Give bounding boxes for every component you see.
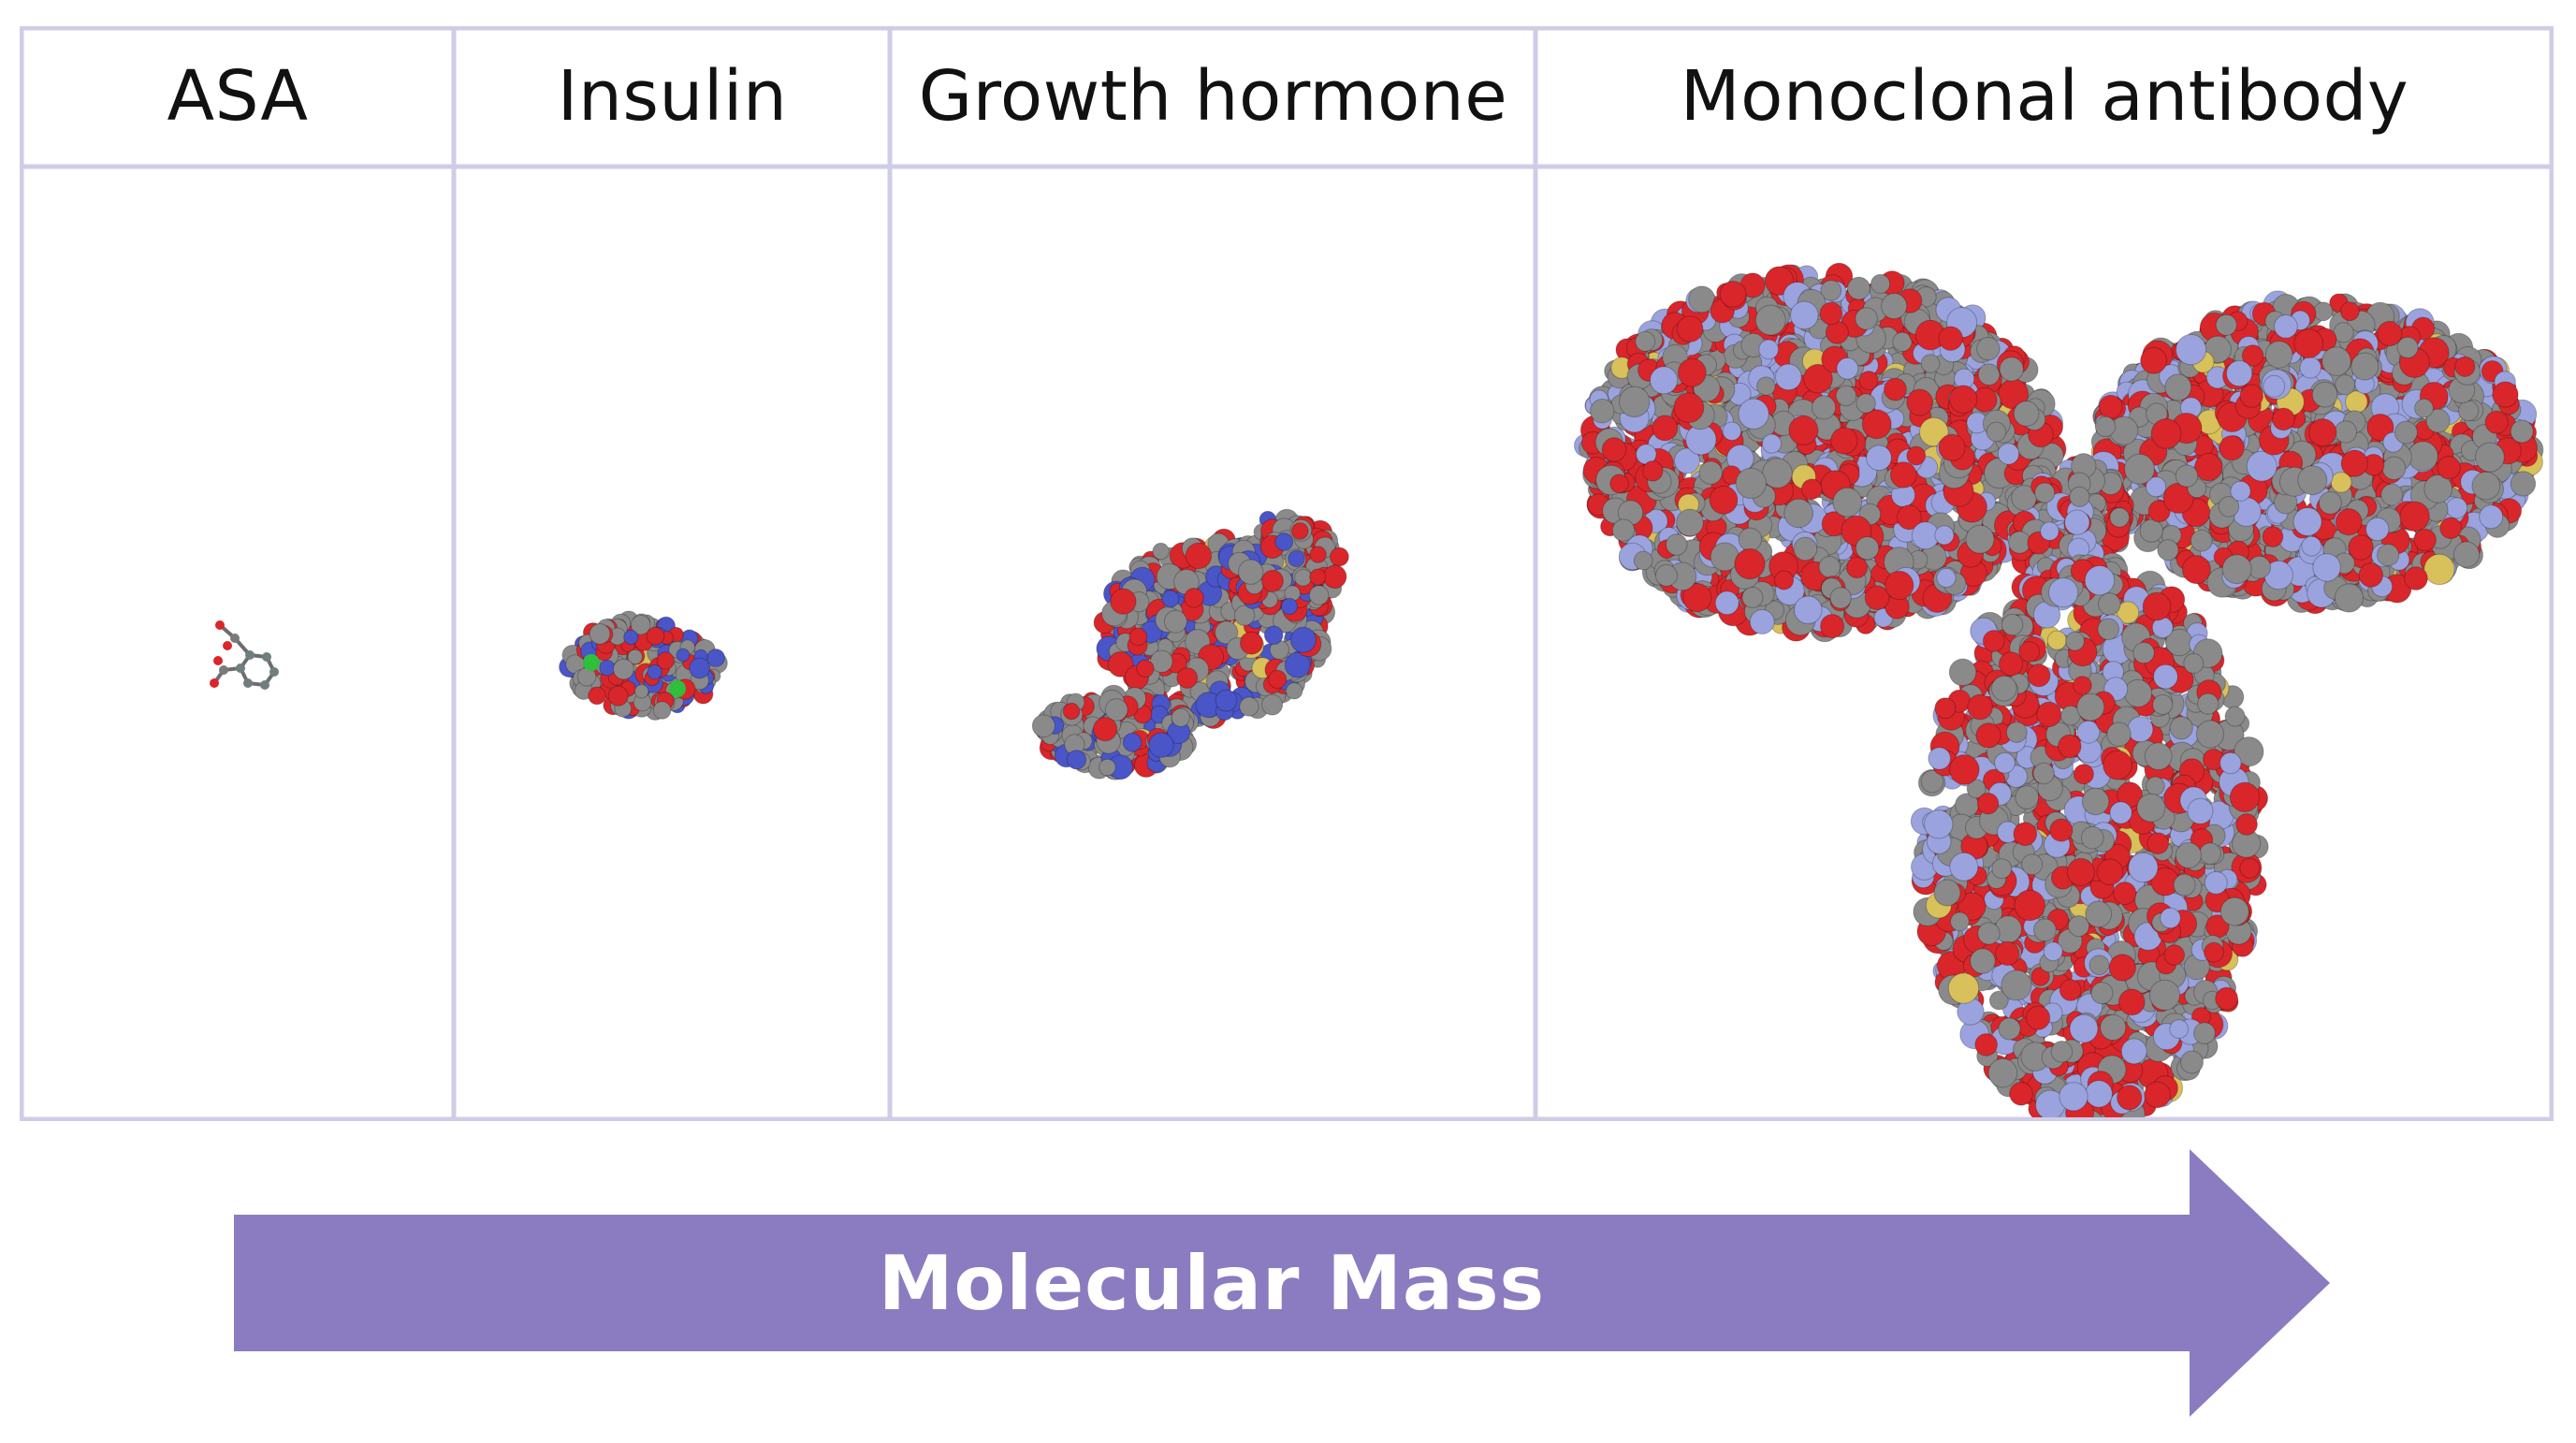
growth-hormone-atom-cluster-top (1217, 508, 1349, 622)
column-header-asa: ASA (167, 56, 309, 137)
insulin-atom-cluster (559, 610, 728, 721)
insulin-molecule-image (559, 610, 728, 721)
monoclonal-antibody-molecule-image (1574, 262, 2544, 1117)
growth-hormone-molecule-image (1031, 508, 1349, 780)
molecular-mass-arrow: Molecular Mass (234, 1149, 2330, 1417)
insulin-molecule-panel (457, 170, 888, 1117)
asa-molecule-panel (23, 170, 452, 1117)
column-header-growth-hormone: Growth hormone (918, 56, 1508, 137)
table-grid-lines (20, 26, 2554, 1121)
arrow-shape (234, 1149, 2330, 1417)
insulin-chlorine-atom (669, 680, 686, 697)
antibody-fab-right (2088, 290, 2544, 615)
arrow-label: Molecular Mass (878, 1239, 1546, 1327)
growth-hormone-molecule-panel (893, 170, 1534, 1117)
antibody-fc (1910, 554, 2269, 1117)
asa-molecule-image (210, 620, 279, 690)
insulin-chlorine-atom (583, 654, 600, 671)
column-header-monoclonal-antibody: Monoclonal antibody (1680, 56, 2409, 137)
column-header-insulin: Insulin (557, 56, 788, 137)
molecule-table: ASA Insulin Growth hormone Monoclonal an… (20, 26, 2554, 1121)
asa-molecule (210, 620, 279, 690)
antibody-fab-left (1574, 262, 2067, 643)
growth-hormone-atom-cluster-tail (1031, 684, 1200, 780)
monoclonal-antibody-molecule-panel (1538, 170, 2551, 1117)
